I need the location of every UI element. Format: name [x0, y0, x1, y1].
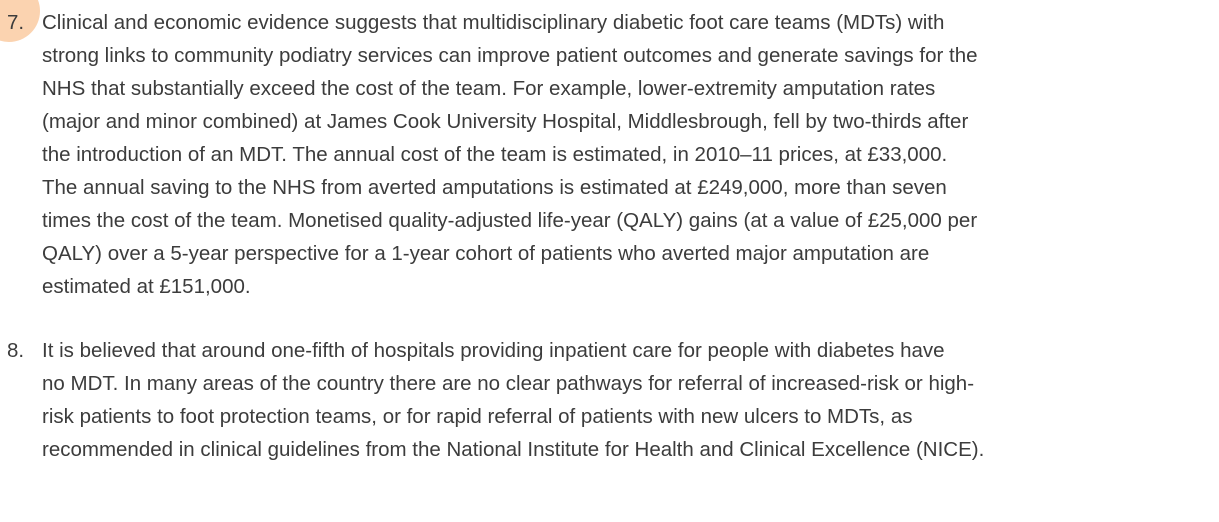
text-line: Clinical and economic evidence suggests …	[42, 11, 945, 34]
text-line: recommended in clinical guidelines from …	[42, 438, 985, 461]
text-line: It is believed that around one-fifth of …	[42, 339, 945, 362]
text-line: estimated at £151,000.	[42, 275, 251, 298]
text-line: no MDT. In many areas of the country the…	[42, 372, 975, 395]
text-line: strong links to community podiatry servi…	[42, 44, 978, 67]
text-line: (major and minor combined) at James Cook…	[42, 110, 969, 133]
text-line: NHS that substantially exceed the cost o…	[42, 77, 936, 100]
paragraph-number: 8.	[7, 339, 25, 362]
text-line: risk patients to foot protection teams, …	[42, 405, 913, 428]
text-line: times the cost of the team. Monetised qu…	[42, 209, 978, 232]
text-line: QALY) over a 5-year perspective for a 1-…	[42, 242, 930, 265]
text-line: The annual saving to the NHS from averte…	[42, 176, 947, 199]
paragraph-number: 7.	[7, 11, 25, 34]
text-line: the introduction of an MDT. The annual c…	[42, 143, 948, 166]
